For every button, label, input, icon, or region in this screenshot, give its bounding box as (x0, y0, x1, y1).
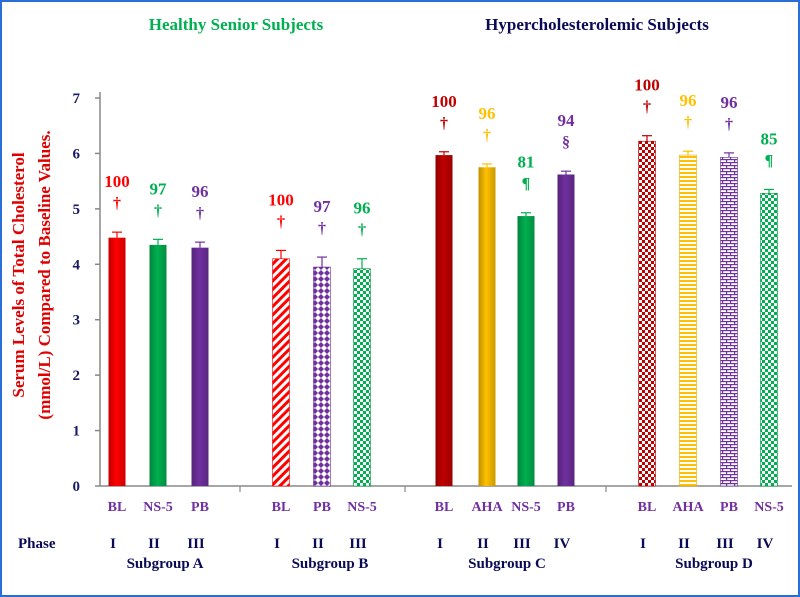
bar (679, 154, 697, 487)
significance-symbol: † (684, 114, 692, 131)
significance-symbol: † (483, 127, 491, 144)
y-tick-label: 4 (73, 257, 81, 273)
phase-numeral: III (716, 536, 734, 552)
significance-symbol: † (196, 205, 204, 222)
significance-symbol: ¶ (522, 176, 531, 193)
phase-numeral: IV (757, 536, 774, 552)
significance-symbol: § (562, 134, 570, 151)
bar (108, 237, 126, 486)
category-label: AHA (672, 500, 704, 515)
percent-label: 96 (192, 182, 209, 201)
percent-label: 97 (314, 197, 332, 216)
bar (191, 247, 209, 486)
bar (353, 268, 371, 487)
category-label: NS-5 (511, 500, 541, 515)
category-label: PB (191, 500, 209, 515)
category-label: BL (435, 500, 454, 515)
bar (149, 244, 167, 486)
bar (313, 266, 331, 487)
category-label: PB (313, 500, 331, 515)
category-label: PB (720, 500, 738, 515)
phase-numeral: I (437, 536, 443, 552)
percent-label: 85 (761, 129, 778, 148)
y-axis-label-line1: Serum Levels of Total Cholesterol (9, 152, 28, 398)
percent-label: 96 (479, 104, 496, 123)
significance-symbol: † (643, 99, 651, 116)
significance-symbol: † (725, 116, 733, 133)
phase-numeral: II (312, 536, 324, 552)
percent-label: 97 (150, 179, 168, 198)
category-label: BL (108, 500, 127, 515)
y-tick-label: 1 (73, 424, 81, 440)
y-tick-label: 0 (73, 479, 81, 495)
phase-numeral: I (274, 536, 280, 552)
phase-label: Phase (18, 536, 56, 552)
percent-label: 96 (721, 93, 738, 112)
category-label: AHA (471, 500, 503, 515)
percent-label: 100 (634, 76, 660, 95)
y-tick-label: 2 (73, 368, 81, 384)
phase-numeral: II (477, 536, 489, 552)
bar (478, 167, 496, 487)
bar (760, 193, 778, 487)
y-tick-label: 6 (73, 146, 81, 162)
bar (638, 140, 656, 487)
phase-numeral: II (678, 536, 690, 552)
phase-numeral: III (513, 536, 531, 552)
y-axis-label-line2: (mmol/L) Compared to Baseline Values. (35, 130, 54, 419)
phase-numeral: I (110, 536, 116, 552)
phase-numeral: III (349, 536, 367, 552)
header-title: Hypercholesterolemic Subjects (485, 15, 709, 34)
y-tick-label: 7 (73, 91, 81, 107)
percent-label: 96 (680, 91, 697, 110)
category-label: NS-5 (754, 500, 784, 515)
phase-numeral: I (640, 536, 646, 552)
bar (272, 258, 290, 487)
significance-symbol: ¶ (765, 152, 774, 169)
subgroup-label: Subgroup A (127, 556, 204, 572)
significance-symbol: † (440, 115, 448, 132)
bar (720, 157, 738, 487)
subgroup-label: Subgroup D (675, 556, 753, 572)
percent-label: 94 (558, 111, 576, 130)
significance-symbol: † (318, 220, 326, 237)
header-title: Healthy Senior Subjects (149, 15, 324, 34)
category-label: BL (272, 500, 291, 515)
percent-label: 100 (104, 172, 130, 191)
bar (557, 174, 575, 486)
percent-label: 100 (268, 190, 294, 209)
significance-symbol: † (154, 202, 162, 219)
percent-label: 96 (354, 199, 371, 218)
percent-label: 100 (431, 92, 457, 111)
category-label: BL (638, 500, 657, 515)
significance-symbol: † (113, 195, 121, 212)
category-label: PB (557, 500, 575, 515)
bar (517, 216, 535, 486)
subgroup-label: Subgroup B (292, 556, 369, 572)
phase-numeral: II (148, 536, 160, 552)
subgroup-label: Subgroup C (468, 556, 546, 572)
y-tick-label: 5 (73, 202, 81, 218)
phase-numeral: IV (554, 536, 571, 552)
y-tick-label: 3 (73, 313, 81, 329)
significance-symbol: † (358, 222, 366, 239)
percent-label: 81 (518, 153, 535, 172)
phase-numeral: III (187, 536, 205, 552)
category-label: NS-5 (143, 500, 173, 515)
significance-symbol: † (277, 213, 285, 230)
bar (435, 155, 453, 486)
category-label: NS-5 (347, 500, 377, 515)
